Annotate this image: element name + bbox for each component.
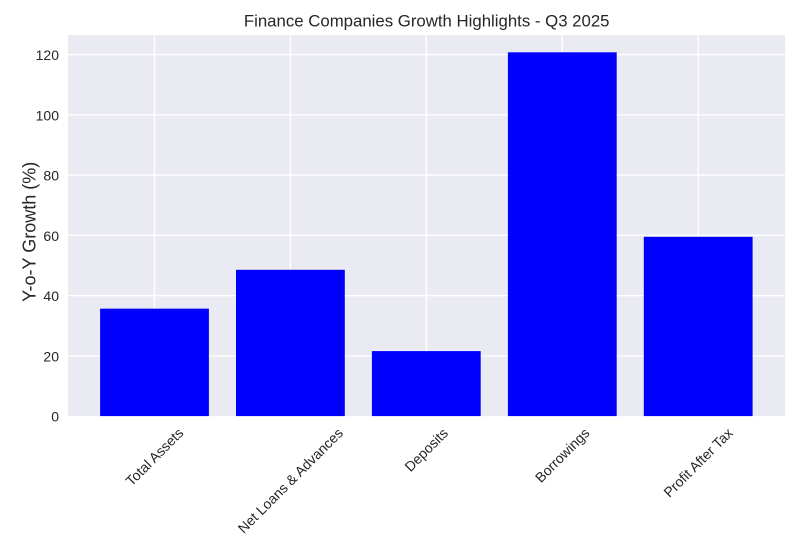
svg-text:0: 0 (51, 409, 59, 425)
svg-text:40: 40 (43, 288, 59, 304)
svg-text:Borrowings: Borrowings (532, 425, 593, 486)
svg-text:Profit After Tax: Profit After Tax (660, 425, 736, 501)
svg-text:Y-o-Y Growth (%): Y-o-Y Growth (%) (20, 162, 40, 302)
svg-text:20: 20 (43, 348, 59, 364)
svg-text:Total Assets: Total Assets (122, 425, 186, 489)
svg-text:Deposits: Deposits (401, 425, 451, 475)
svg-text:100: 100 (36, 107, 60, 123)
svg-text:80: 80 (43, 168, 59, 184)
svg-text:120: 120 (36, 47, 60, 63)
svg-text:60: 60 (43, 228, 59, 244)
svg-text:Net Loans & Advances: Net Loans & Advances (235, 425, 346, 536)
svg-text:Finance Companies Growth Highl: Finance Companies Growth Highlights - Q3… (244, 12, 610, 31)
